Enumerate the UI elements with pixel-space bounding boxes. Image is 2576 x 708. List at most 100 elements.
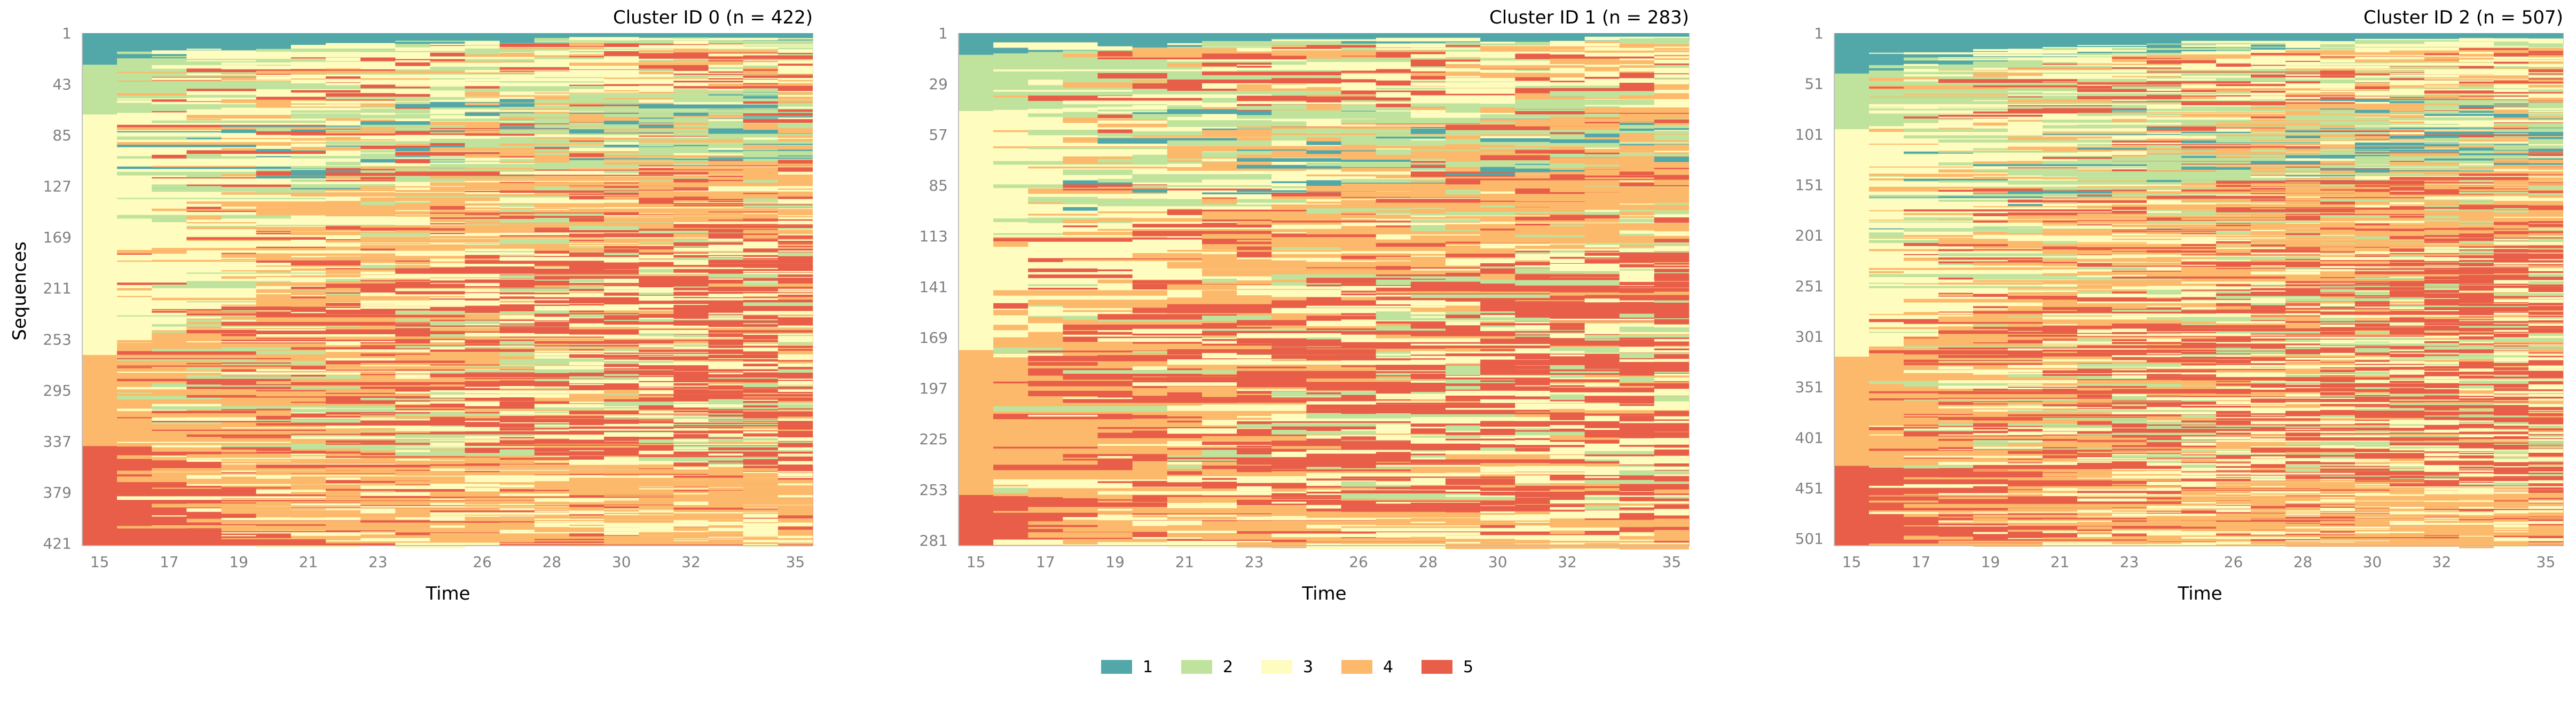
sequence-streak: [1480, 203, 1550, 208]
sequence-streak: [1938, 351, 2043, 355]
sequence-streak: [1619, 167, 1654, 169]
sequence-streak: [326, 131, 396, 133]
sequence-streak: [2147, 92, 2216, 93]
sequence-streak: [2043, 62, 2251, 65]
sequence-streak: [395, 450, 430, 453]
sequence-streak: [743, 180, 778, 184]
sequence-streak: [1654, 521, 1689, 527]
sequence-streak: [1132, 327, 1272, 329]
sequence-streak: [1063, 370, 1237, 374]
sequence-streak: [2043, 542, 2112, 544]
sequence-streak: [1237, 289, 1376, 295]
sequence-streak: [2147, 305, 2181, 307]
sequence-streak: [777, 290, 813, 292]
sequence-plot-area: [82, 33, 813, 549]
sequence-streak: [1097, 396, 1202, 398]
sequence-streak: [639, 539, 709, 540]
y-tick-label: 43: [52, 76, 72, 93]
sequence-streak: [1446, 42, 1620, 44]
x-tick-label: 28: [1419, 553, 1438, 571]
sequence-streak: [1973, 111, 2147, 114]
sequence-streak: [1938, 128, 1973, 129]
sequence-streak: [708, 253, 743, 255]
sequence-streak: [708, 209, 813, 212]
sequence-streak: [1097, 461, 1133, 463]
sequence-streak: [1167, 59, 1307, 61]
sequence-streak: [430, 512, 569, 515]
sequence-streak: [639, 279, 743, 281]
sequence-streak: [639, 329, 709, 331]
sequence-streak: [465, 345, 569, 347]
sequence-streak: [743, 55, 813, 59]
sequence-streak: [326, 539, 500, 544]
sequence-streak: [1584, 164, 1620, 167]
sequence-streak: [743, 327, 813, 328]
sequence-streak: [2077, 407, 2251, 410]
sequence-streak: [2077, 124, 2286, 128]
sequence-streak: [499, 471, 569, 475]
sequence-streak: [1480, 365, 1550, 369]
sequence-streak: [326, 358, 396, 361]
sequence-streak: [2112, 231, 2251, 232]
sequence-streak: [1619, 422, 1689, 428]
sequence-streak: [1904, 514, 1938, 517]
sequence-streak: [152, 445, 222, 448]
sequence-streak: [1973, 446, 2043, 449]
sequence-streak: [2147, 112, 2320, 114]
sequence-streak: [499, 493, 569, 496]
state-block-5: [1834, 466, 1870, 546]
sequence-streak: [1654, 497, 1689, 499]
sequence-streak: [360, 123, 535, 128]
sequence-streak: [2008, 49, 2147, 52]
sequence-streak: [360, 300, 500, 304]
sequence-streak: [604, 368, 674, 370]
sequence-streak: [1584, 65, 1620, 67]
sequence-streak: [1619, 156, 1689, 162]
sequence-streak: [117, 315, 291, 317]
sequence-streak: [673, 59, 709, 61]
state-block-3: [993, 109, 1028, 342]
sequence-streak: [499, 431, 604, 434]
sequence-streak: [1654, 530, 1689, 536]
sequence-streak: [395, 168, 569, 171]
sequence-streak: [1938, 397, 2147, 399]
sequence-streak: [993, 218, 1063, 222]
sequence-streak: [430, 206, 465, 210]
sequence-streak: [2147, 499, 2216, 502]
state-block-2: [117, 61, 152, 113]
state-block-1: [2077, 33, 2112, 56]
y-tick-label: 197: [920, 380, 948, 397]
sequence-streak: [290, 484, 396, 486]
sequence-streak: [2008, 136, 2112, 139]
sequence-streak: [777, 291, 813, 293]
sequence-streak: [1202, 67, 1237, 71]
sequence-streak: [395, 326, 430, 331]
sequence-streak: [1515, 498, 1585, 501]
sequence-streak: [1654, 438, 1689, 444]
sequence-streak: [1973, 470, 2147, 471]
sequence-streak: [1584, 131, 1654, 136]
sequence-streak: [569, 66, 709, 69]
state-block-1: [1550, 33, 1585, 42]
sequence-streak: [708, 195, 743, 196]
sequence-streak: [499, 99, 535, 103]
sequence-streak: [1237, 514, 1272, 516]
sequence-streak: [1515, 213, 1585, 215]
sequence-streak: [1938, 366, 1973, 369]
sequence-streak: [465, 112, 569, 113]
sequence-streak: [2008, 490, 2077, 493]
sequence-streak: [465, 349, 535, 352]
sequence-streak: [1515, 441, 1620, 445]
sequence-streak: [743, 83, 778, 85]
sequence-streak: [186, 150, 326, 154]
sequence-streak: [2008, 76, 2147, 79]
sequence-streak: [1237, 84, 1307, 88]
sequence-streak: [1237, 65, 1411, 70]
sequence-streak: [1063, 528, 1237, 532]
state-block-1: [1869, 33, 1904, 71]
sequence-streak: [1271, 300, 1446, 306]
sequence-streak: [465, 412, 500, 414]
sequence-streak: [777, 109, 813, 112]
sequence-streak: [1446, 88, 1550, 94]
sequence-streak: [1619, 302, 1689, 308]
